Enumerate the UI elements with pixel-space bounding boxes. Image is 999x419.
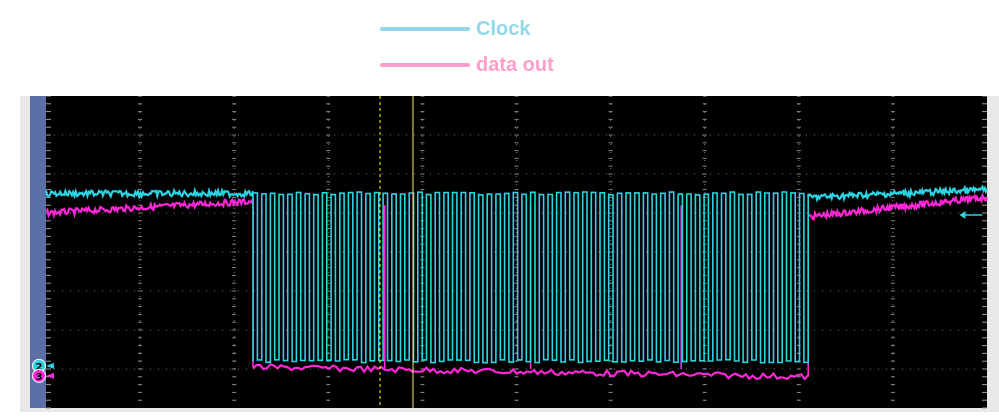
channel-marker-3 — [32, 368, 46, 383]
legend-label-data-out: data out — [476, 53, 554, 76]
trace-data-out-level — [45, 197, 255, 220]
trigger-arrow-icon — [959, 210, 966, 219]
channel-arrow-icon — [46, 362, 54, 369]
trace-data-out-level — [807, 192, 989, 221]
scope-left-bar — [30, 96, 46, 408]
legend-swatch-data-out — [380, 63, 470, 67]
trace-clock-level — [807, 184, 989, 203]
trace-data-out-level — [252, 363, 810, 381]
channel-marker-label: 3 — [36, 372, 43, 383]
legend-item-clock: Clock — [380, 14, 530, 44]
oscilloscope-display: 23 — [20, 96, 999, 412]
channel-marker-label: 2 — [36, 362, 43, 373]
legend-swatch-clock — [380, 27, 470, 31]
legend-item-data-out: data out — [380, 50, 554, 80]
legend-label-clock: Clock — [476, 17, 531, 40]
trace-clock-pulses — [253, 191, 809, 364]
channel-arrow-icon — [46, 372, 54, 379]
trace-clock-level — [44, 186, 255, 200]
chart-legend: Clock data out — [380, 12, 640, 82]
